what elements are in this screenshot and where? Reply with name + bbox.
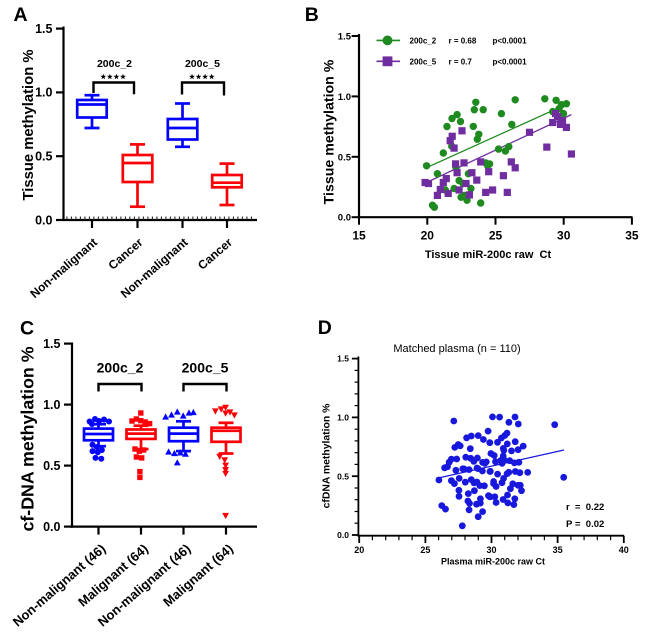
svg-text:p<0.0001: p<0.0001 xyxy=(493,58,528,67)
svg-text:C: C xyxy=(20,318,34,340)
svg-text:r = 0.22: r = 0.22 xyxy=(566,502,604,513)
svg-text:Matched plasma (n = 110): Matched plasma (n = 110) xyxy=(393,343,520,355)
svg-text:1.5: 1.5 xyxy=(337,354,349,364)
svg-text:Tissue methylation %: Tissue methylation % xyxy=(21,49,37,200)
svg-text:1.5: 1.5 xyxy=(35,22,52,36)
svg-text:1.0: 1.0 xyxy=(43,398,60,412)
svg-text:200c_2: 200c_2 xyxy=(97,58,132,70)
svg-text:cf-DNA methylation %: cf-DNA methylation % xyxy=(18,346,38,531)
svg-text:0.0: 0.0 xyxy=(43,520,60,534)
svg-text:40: 40 xyxy=(619,545,629,555)
svg-text:200c_2: 200c_2 xyxy=(410,37,437,46)
svg-text:P = 0.02: P = 0.02 xyxy=(566,519,604,530)
svg-text:cfDNA methylation %: cfDNA methylation % xyxy=(322,404,333,509)
svg-text:Plasma miR-200c raw Ct: Plasma miR-200c raw Ct xyxy=(441,557,545,567)
svg-text:1.0: 1.0 xyxy=(337,413,349,423)
svg-text:0.5: 0.5 xyxy=(337,471,349,481)
svg-text:B: B xyxy=(305,4,319,26)
svg-text:Tissue methylation %: Tissue methylation % xyxy=(322,59,338,204)
svg-text:25: 25 xyxy=(420,545,430,555)
svg-text:20: 20 xyxy=(421,229,435,243)
svg-text:0.5: 0.5 xyxy=(338,152,352,163)
svg-text:30: 30 xyxy=(557,229,571,243)
svg-text:0.5: 0.5 xyxy=(43,459,60,473)
svg-text:1.0: 1.0 xyxy=(35,86,52,100)
svg-text:15: 15 xyxy=(352,229,366,243)
svg-text:20: 20 xyxy=(354,545,364,555)
svg-text:200c_5: 200c_5 xyxy=(410,58,437,67)
svg-text:D: D xyxy=(318,317,332,339)
svg-text:200c_5: 200c_5 xyxy=(185,58,220,70)
svg-text:p<0.0001: p<0.0001 xyxy=(493,37,528,46)
svg-text:A: A xyxy=(14,4,28,26)
svg-text:35: 35 xyxy=(553,545,563,555)
svg-text:1.5: 1.5 xyxy=(43,337,60,351)
svg-text:Tissue miR-200c raw Ct: Tissue miR-200c raw Ct xyxy=(425,249,552,261)
svg-text:1.5: 1.5 xyxy=(338,32,352,43)
svg-text:0.0: 0.0 xyxy=(338,213,351,224)
svg-text:200c_5: 200c_5 xyxy=(182,360,229,376)
svg-text:r = 0.7: r = 0.7 xyxy=(449,58,473,67)
svg-text:r = 0.68: r = 0.68 xyxy=(449,37,477,46)
svg-text:25: 25 xyxy=(489,229,503,243)
svg-text:0.5: 0.5 xyxy=(35,150,52,164)
svg-text:35: 35 xyxy=(625,229,639,243)
svg-text:30: 30 xyxy=(486,545,496,555)
svg-text:1.0: 1.0 xyxy=(338,92,351,103)
svg-text:0.0: 0.0 xyxy=(35,213,52,227)
svg-text:200c_2: 200c_2 xyxy=(97,360,144,376)
svg-text:0.0: 0.0 xyxy=(337,530,349,540)
